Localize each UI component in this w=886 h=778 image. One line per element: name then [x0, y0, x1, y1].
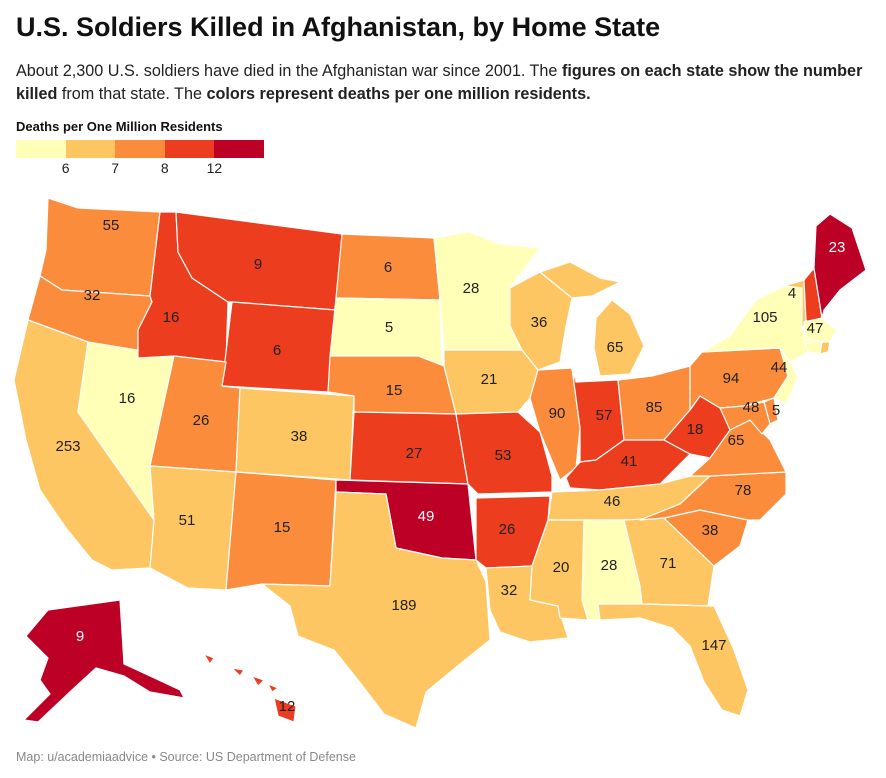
state-label: 38 — [291, 428, 308, 445]
state-label: 4 — [788, 285, 796, 302]
state-label: 9 — [254, 256, 262, 273]
legend-ticks: 6 7 8 12 — [16, 160, 264, 176]
state-label: 5 — [772, 402, 780, 419]
state-label: 23 — [829, 239, 846, 256]
state-ak[interactable] — [23, 599, 185, 723]
state-nj[interactable] — [773, 347, 799, 405]
state-label: 41 — [621, 453, 638, 470]
state-label: 53 — [495, 447, 512, 464]
state-label: 48 — [743, 399, 760, 416]
state-label: 71 — [660, 555, 677, 572]
state-label: 57 — [596, 407, 613, 424]
state-label: 6 — [384, 259, 392, 276]
state-label: 15 — [386, 382, 403, 399]
state-fl[interactable] — [597, 603, 749, 717]
state-label: 147 — [701, 637, 726, 654]
state-label: 65 — [728, 432, 745, 449]
state-label: 105 — [752, 309, 777, 326]
state-me[interactable] — [813, 213, 867, 319]
state-label: 44 — [771, 359, 788, 376]
legend-tick: 12 — [206, 160, 223, 176]
state-label: 21 — [481, 371, 498, 388]
state-hi[interactable] — [203, 653, 297, 723]
source-footer: Map: u/academiaadvice • Source: US Depar… — [16, 750, 356, 764]
state-label: 28 — [463, 280, 480, 297]
state-label: 32 — [84, 287, 101, 304]
state-label: 253 — [55, 438, 80, 455]
state-label: 47 — [807, 320, 824, 337]
state-label: 90 — [549, 405, 566, 422]
state-label: 15 — [274, 519, 291, 536]
state-label: 16 — [163, 309, 180, 326]
state-label: 55 — [103, 217, 120, 234]
legend-swatch — [65, 140, 116, 158]
map-subtitle: About 2,300 U.S. soldiers have died in t… — [16, 62, 863, 103]
state-label: 9 — [76, 628, 84, 645]
state-label: 16 — [119, 390, 136, 407]
state-label: 49 — [418, 508, 435, 525]
legend-title: Deaths per One Million Residents — [16, 119, 223, 134]
state-label: 27 — [406, 445, 423, 462]
state-label: 18 — [687, 421, 704, 438]
state-label: 78 — [735, 482, 752, 499]
legend-tick: 6 — [61, 160, 70, 176]
state-nc[interactable] — [639, 471, 787, 521]
state-label: 20 — [553, 559, 570, 576]
state-label: 46 — [604, 493, 621, 510]
state-label: 28 — [601, 557, 618, 574]
state-label: 32 — [501, 582, 518, 599]
legend-swatch — [214, 140, 264, 158]
state-label: 12 — [279, 698, 296, 715]
state-label: 51 — [179, 512, 196, 529]
state-mi-upper[interactable] — [539, 261, 621, 299]
legend-color-scale — [16, 140, 264, 158]
state-tx[interactable] — [261, 491, 491, 729]
state-ri[interactable] — [819, 341, 831, 355]
state-label: 189 — [391, 597, 416, 614]
state-label: 6 — [273, 342, 281, 359]
legend-tick: 8 — [160, 160, 169, 176]
map-title: U.S. Soldiers Killed in Afghanistan, by … — [16, 12, 661, 42]
state-label: 65 — [607, 339, 624, 356]
state-mo[interactable] — [455, 411, 553, 495]
state-label: 36 — [531, 314, 548, 331]
state-md[interactable] — [719, 401, 771, 435]
state-mi[interactable] — [593, 299, 645, 377]
state-wa[interactable] — [39, 197, 161, 297]
state-ma[interactable] — [803, 317, 837, 343]
state-label: 26 — [499, 521, 516, 538]
state-label: 5 — [385, 319, 393, 336]
legend-swatch — [16, 140, 66, 158]
state-label: 85 — [646, 399, 663, 416]
legend-swatch — [164, 140, 215, 158]
legend-tick: 7 — [111, 160, 120, 176]
state-labels: 55 32 253 16 16 9 6 26 51 38 15 6 5 15 2… — [55, 217, 845, 715]
state-label: 26 — [193, 412, 210, 429]
state-label: 94 — [723, 370, 740, 387]
state-label: 38 — [702, 522, 719, 539]
legend-swatch — [115, 140, 165, 158]
